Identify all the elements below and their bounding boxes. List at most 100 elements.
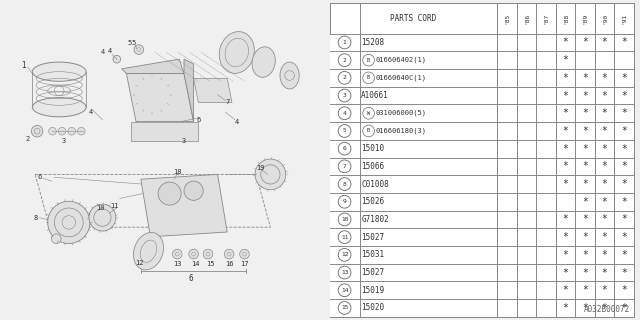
Text: *: * (563, 126, 568, 136)
Text: 7: 7 (342, 164, 346, 169)
Text: 016606402(1): 016606402(1) (376, 57, 427, 63)
Bar (330, 69, 634, 87)
Text: *: * (582, 179, 588, 189)
Text: 4: 4 (89, 109, 93, 115)
Polygon shape (122, 59, 184, 74)
Text: 6: 6 (342, 146, 346, 151)
Text: 15019: 15019 (361, 286, 384, 295)
Text: *: * (602, 268, 607, 277)
Circle shape (48, 201, 90, 244)
Text: '90: '90 (602, 13, 607, 24)
Text: B: B (367, 128, 370, 133)
Text: *: * (582, 250, 588, 260)
Text: 15031: 15031 (361, 250, 384, 259)
Polygon shape (194, 78, 232, 102)
Text: *: * (621, 232, 627, 242)
Text: 10: 10 (341, 217, 348, 222)
Text: *: * (602, 179, 607, 189)
Circle shape (77, 127, 85, 135)
Text: *: * (621, 250, 627, 260)
Bar (330, 140, 634, 157)
Text: 11: 11 (109, 203, 118, 209)
Text: 3: 3 (342, 93, 346, 98)
Text: *: * (582, 285, 588, 295)
Text: *: * (602, 73, 607, 83)
Text: *: * (621, 91, 627, 100)
Polygon shape (131, 122, 198, 141)
Text: 15027: 15027 (361, 268, 384, 277)
Circle shape (255, 159, 286, 190)
Text: *: * (563, 268, 568, 277)
Text: 5: 5 (131, 40, 135, 46)
Circle shape (135, 77, 170, 112)
Text: 15: 15 (207, 261, 215, 267)
Text: 3: 3 (62, 138, 66, 144)
Circle shape (204, 249, 213, 259)
Text: *: * (563, 250, 568, 260)
Text: *: * (621, 268, 627, 277)
Text: *: * (602, 144, 607, 154)
Text: *: * (563, 91, 568, 100)
Text: *: * (563, 73, 568, 83)
Text: 17: 17 (240, 261, 249, 267)
Ellipse shape (220, 32, 254, 73)
Circle shape (225, 249, 234, 259)
Ellipse shape (133, 233, 164, 270)
Text: 031006000(5): 031006000(5) (376, 110, 427, 116)
Ellipse shape (33, 98, 86, 117)
Text: *: * (602, 161, 607, 171)
Text: 15027: 15027 (361, 233, 384, 242)
Text: A10661: A10661 (361, 91, 389, 100)
Circle shape (49, 127, 56, 135)
Text: 4: 4 (235, 119, 239, 124)
Text: 4: 4 (342, 111, 346, 116)
Bar (330, 34, 634, 51)
Text: *: * (621, 303, 627, 313)
Bar (330, 87, 634, 104)
Text: '91: '91 (621, 13, 627, 24)
Text: *: * (602, 126, 607, 136)
Text: 14: 14 (341, 288, 348, 293)
Text: 6: 6 (196, 117, 200, 123)
Text: *: * (621, 161, 627, 171)
Text: 13: 13 (341, 270, 348, 275)
Text: *: * (621, 37, 627, 47)
Bar (330, 51, 634, 69)
Text: *: * (602, 285, 607, 295)
Bar (330, 175, 634, 193)
Text: *: * (582, 214, 588, 224)
Text: *: * (602, 214, 607, 224)
Text: *: * (563, 285, 568, 295)
Text: 15208: 15208 (361, 38, 384, 47)
Text: 15010: 15010 (361, 144, 384, 153)
Bar (330, 264, 634, 281)
Text: B: B (367, 58, 370, 63)
Text: *: * (563, 179, 568, 189)
Circle shape (189, 249, 198, 259)
Text: '85: '85 (504, 13, 509, 24)
Text: G71802: G71802 (361, 215, 389, 224)
Text: '88: '88 (563, 13, 568, 24)
Circle shape (58, 127, 66, 135)
Text: *: * (621, 179, 627, 189)
Text: 16: 16 (225, 261, 234, 267)
Text: 1: 1 (342, 40, 346, 45)
Bar (330, 193, 634, 211)
Text: 8: 8 (342, 181, 346, 187)
Text: 3: 3 (182, 138, 186, 144)
Text: *: * (582, 197, 588, 207)
Text: *: * (621, 126, 627, 136)
Text: *: * (582, 144, 588, 154)
Bar (330, 211, 634, 228)
Text: 15: 15 (341, 306, 348, 310)
Text: 6: 6 (38, 174, 42, 180)
Text: *: * (582, 303, 588, 313)
Text: *: * (621, 214, 627, 224)
Text: 4: 4 (100, 50, 104, 55)
Text: *: * (602, 197, 607, 207)
Text: 18: 18 (173, 169, 182, 174)
Text: *: * (563, 232, 568, 242)
Bar (330, 281, 634, 299)
Text: *: * (602, 232, 607, 242)
Circle shape (68, 127, 76, 135)
